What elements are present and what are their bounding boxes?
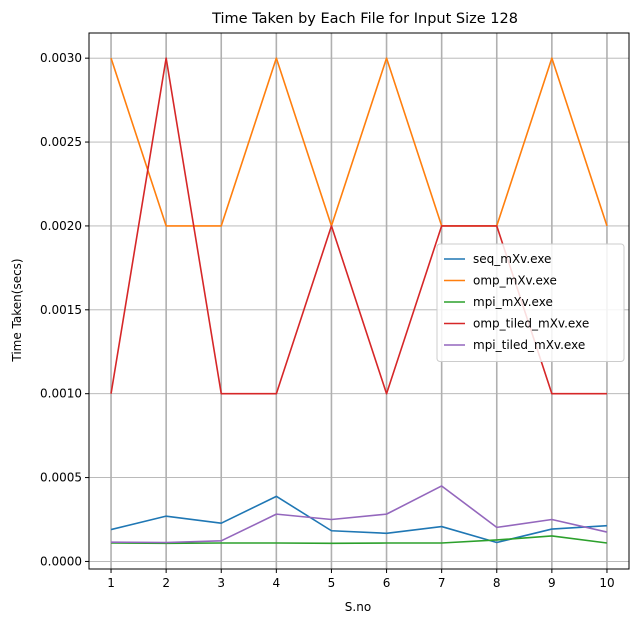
legend-label: seq_mXv.exe — [473, 252, 551, 266]
y-tick-label: 0.0015 — [40, 303, 82, 317]
x-axis-label: S.no — [345, 600, 371, 614]
x-tick-label: 1 — [107, 576, 115, 590]
legend: seq_mXv.exe omp_mXv.exe mpi_mXv.exe omp_til… — [436, 243, 625, 362]
x-tick-label: 10 — [599, 576, 614, 590]
y-tick-label: 0.0030 — [40, 51, 82, 65]
legend-label: omp_mXv.exe — [473, 274, 557, 288]
x-tick-label: 9 — [548, 576, 556, 590]
y-tick-label: 0.0010 — [40, 387, 82, 401]
x-tick-label: 3 — [217, 576, 225, 590]
legend-box — [436, 243, 625, 362]
legend-label: omp_tiled_mXv.exe — [473, 317, 589, 331]
legend-label: mpi_mXv.exe — [473, 295, 553, 309]
legend-label: mpi_tiled_mXv.exe — [473, 338, 585, 352]
x-axis-ticks: 1 2 3 4 5 6 7 8 9 10 — [107, 569, 615, 590]
y-tick-label: 0.0025 — [40, 135, 82, 149]
plot-frame — [88, 32, 630, 570]
x-tick-label: 4 — [273, 576, 281, 590]
y-axis-ticks: 0.0000 0.0005 0.0010 0.0015 0.0020 0.0025 0.00… — [40, 51, 89, 568]
x-tick-label: 5 — [328, 576, 336, 590]
x-tick-label: 2 — [162, 576, 170, 590]
y-tick-label: 0.0020 — [40, 219, 82, 233]
chart-title: Time Taken by Each File for Input Size 1… — [211, 11, 518, 27]
y-tick-label: 0.0000 — [40, 554, 82, 568]
series-line-mpi-mxv-exe — [111, 535, 608, 545]
series-line-mpi-tiled-mxv-exe — [111, 485, 608, 544]
x-tick-label: 7 — [438, 576, 446, 590]
y-axis-label: Time Taken(secs) — [10, 258, 24, 362]
x-tick-label: 6 — [383, 576, 391, 590]
series-lines — [110, 57, 608, 545]
x-tick-label: 8 — [493, 576, 501, 590]
y-tick-label: 0.0005 — [40, 471, 82, 485]
series-line-seq-mxv-exe — [110, 495, 608, 544]
